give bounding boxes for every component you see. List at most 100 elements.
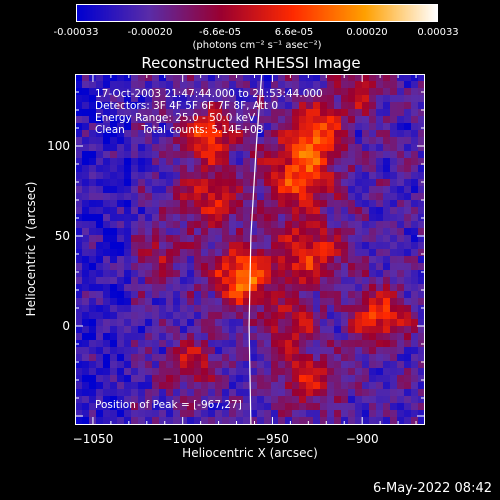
heatmap-cell — [278, 417, 286, 425]
heatmap-cell — [222, 235, 230, 243]
heatmap-cell — [313, 270, 321, 278]
heatmap-cell — [152, 172, 160, 180]
heatmap-cell — [383, 137, 391, 145]
heatmap-cell — [166, 291, 174, 299]
heatmap-cell — [166, 396, 174, 404]
heatmap-cell — [117, 347, 125, 355]
heatmap-cell — [173, 109, 181, 117]
heatmap-cell — [159, 389, 167, 397]
heatmap-cell — [103, 74, 111, 82]
heatmap-cell — [215, 382, 223, 390]
heatmap-cell — [397, 193, 405, 201]
heatmap-cell — [257, 375, 265, 383]
heatmap-cell — [250, 403, 258, 411]
heatmap-cell — [390, 403, 398, 411]
heatmap-cell — [292, 382, 300, 390]
heatmap-cell — [152, 256, 160, 264]
heatmap-cell — [201, 284, 209, 292]
heatmap-cell — [215, 116, 223, 124]
heatmap-cell — [397, 291, 405, 299]
heatmap-cell — [299, 186, 307, 194]
heatmap-cell — [299, 235, 307, 243]
heatmap-cell — [334, 284, 342, 292]
heatmap-cell — [264, 312, 272, 320]
heatmap-cell — [243, 144, 251, 152]
heatmap-cell — [299, 284, 307, 292]
heatmap-cell — [152, 165, 160, 173]
heatmap-cell — [271, 305, 279, 313]
heatmap-cell — [208, 123, 216, 131]
heatmap-cell — [110, 375, 118, 383]
heatmap-cell — [89, 368, 97, 376]
heatmap-cell — [124, 158, 132, 166]
heatmap-cell — [236, 151, 244, 159]
heatmap-cell — [369, 95, 377, 103]
heatmap-cell — [383, 389, 391, 397]
heatmap-cell — [383, 417, 391, 425]
heatmap-cell — [236, 172, 244, 180]
heatmap-cell — [180, 396, 188, 404]
heatmap-cell — [355, 368, 363, 376]
heatmap-cell — [278, 214, 286, 222]
heatmap-cell — [320, 354, 328, 362]
heatmap-cell — [271, 123, 279, 131]
heatmap-cell — [397, 298, 405, 306]
heatmap-cell — [117, 312, 125, 320]
heatmap-cell — [187, 249, 195, 257]
heatmap-cell — [131, 347, 139, 355]
heatmap-cell — [208, 116, 216, 124]
heatmap-cell — [222, 130, 230, 138]
colorbar — [76, 4, 438, 22]
heatmap-cell — [159, 368, 167, 376]
heatmap-cell — [383, 263, 391, 271]
heatmap-cell — [96, 88, 104, 96]
heatmap-cell — [173, 347, 181, 355]
heatmap-cell — [138, 116, 146, 124]
heatmap-cell — [348, 354, 356, 362]
heatmap-cell — [285, 305, 293, 313]
heatmap-cell — [131, 270, 139, 278]
heatmap-cell — [418, 291, 425, 299]
heatmap-cell — [89, 333, 97, 341]
heatmap-cell — [89, 270, 97, 278]
heatmap-cell — [236, 109, 244, 117]
annotation-energy: Energy Range: 25.0 - 50.0 keV — [95, 112, 256, 124]
heatmap-cell — [138, 298, 146, 306]
heatmap-cell — [306, 81, 314, 89]
heatmap-cell — [117, 95, 125, 103]
heatmap-cell — [418, 102, 425, 110]
heatmap-cell — [278, 382, 286, 390]
heatmap-cell — [159, 305, 167, 313]
heatmap-cell — [243, 361, 251, 369]
heatmap-cell — [215, 375, 223, 383]
heatmap-cell — [82, 130, 90, 138]
heatmap-cell — [250, 242, 258, 250]
heatmap-cell — [82, 347, 90, 355]
heatmap-cell — [320, 102, 328, 110]
heatmap-cell — [278, 298, 286, 306]
heatmap-cell — [306, 207, 314, 215]
heatmap-cell — [82, 88, 90, 96]
heatmap-cell — [313, 88, 321, 96]
heatmap-cell — [411, 228, 419, 236]
heatmap-cell — [180, 256, 188, 264]
heatmap-cell — [152, 179, 160, 187]
heatmap-cell — [264, 242, 272, 250]
heatmap-cell — [341, 186, 349, 194]
heatmap-cell — [404, 347, 412, 355]
heatmap-cell — [138, 193, 146, 201]
heatmap-cell — [250, 340, 258, 348]
heatmap-cell — [348, 347, 356, 355]
heatmap-cell — [138, 410, 146, 418]
heatmap-cell — [313, 214, 321, 222]
heatmap-cell — [369, 291, 377, 299]
heatmap-cell — [348, 88, 356, 96]
heatmap-cell — [103, 123, 111, 131]
y-axis-label: Heliocentric Y (arcsec) — [24, 181, 38, 317]
heatmap-cell — [110, 144, 118, 152]
heatmap-cell — [173, 144, 181, 152]
heatmap-cell — [411, 319, 419, 327]
heatmap-cell — [376, 417, 384, 425]
heatmap-cell — [124, 368, 132, 376]
heatmap-cell — [187, 172, 195, 180]
